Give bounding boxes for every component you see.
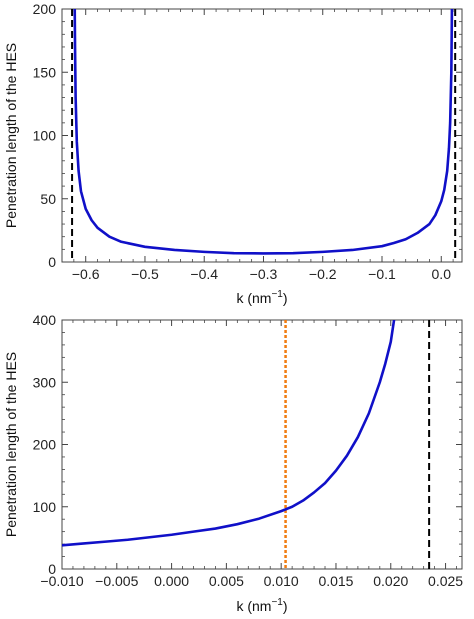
bottom-y-tick-label: 100 xyxy=(33,499,57,515)
bottom-x-tick-label: −0.005 xyxy=(95,573,138,589)
bottom-x-tick-label: 0.020 xyxy=(373,573,408,589)
top-x-tick-label: 0.0 xyxy=(432,266,452,282)
bottom-x-axis-label: k (nm−1) xyxy=(236,597,287,614)
bottom-tick-labels: −0.010 −0.005 0.000 0.005 0.010 0.015 0.020 0.0… xyxy=(33,312,464,589)
bottom-y-tick-label: 400 xyxy=(33,312,57,328)
top-x-tick-label: −0.4 xyxy=(190,266,218,282)
top-y-tick-label: 0 xyxy=(48,254,56,270)
bottom-plot-frame xyxy=(61,319,463,570)
bottom-ticks xyxy=(61,319,462,570)
top-x-tick-label: −0.3 xyxy=(250,266,278,282)
top-plot-frame xyxy=(61,8,463,263)
bottom-vertical-lines xyxy=(284,320,431,569)
bottom-y-tick-label: 200 xyxy=(33,437,57,453)
bottom-x-tick-label: 0.000 xyxy=(154,573,189,589)
bottom-x-axis-label-sup: −1 xyxy=(271,597,283,608)
top-y-tick-label: 50 xyxy=(40,191,56,207)
top-x-tick-label: −0.2 xyxy=(309,266,337,282)
bottom-series-line xyxy=(62,320,396,547)
bottom-x-tick-label: 0.005 xyxy=(209,573,244,589)
top-x-tick-label: −0.5 xyxy=(131,266,159,282)
top-x-tick-label: −0.1 xyxy=(368,266,396,282)
top-series xyxy=(73,9,454,255)
top-y-tick-label: 100 xyxy=(33,128,57,144)
bottom-y-axis-label: Penetration length of the HES xyxy=(3,352,19,537)
top-x-tick-label: −0.6 xyxy=(72,266,100,282)
bottom-y-tick-label: 0 xyxy=(48,561,56,577)
top-y-tick-label: 200 xyxy=(33,1,57,17)
bottom-chart: −0.010 −0.005 0.000 0.005 0.010 0.015 0.020 0.0… xyxy=(3,312,463,614)
bottom-series xyxy=(62,320,396,547)
bottom-x-tick-label: 0.015 xyxy=(318,573,353,589)
top-x-axis-label: k (nm−1) xyxy=(236,289,287,306)
bottom-x-tick-label: 0.025 xyxy=(428,573,463,589)
top-ticks xyxy=(61,8,462,263)
top-vertical-lines xyxy=(71,9,457,262)
top-series-line xyxy=(73,9,454,255)
top-x-axis-label-sup: −1 xyxy=(271,289,283,300)
bottom-y-tick-label: 300 xyxy=(33,374,57,390)
top-y-tick-label: 150 xyxy=(33,64,57,80)
bottom-x-tick-label: 0.010 xyxy=(264,573,299,589)
top-y-axis-label: Penetration length of the HES xyxy=(3,43,19,228)
bottom-x-tick-label: −0.010 xyxy=(40,573,83,589)
top-tick-labels: −0.6 −0.5 −0.4 −0.3 −0.2 −0.1 0.0 0 50 100 150 200 xyxy=(33,1,452,282)
top-chart: −0.6 −0.5 −0.4 −0.3 −0.2 −0.1 0.0050100150200 … xyxy=(3,1,463,306)
